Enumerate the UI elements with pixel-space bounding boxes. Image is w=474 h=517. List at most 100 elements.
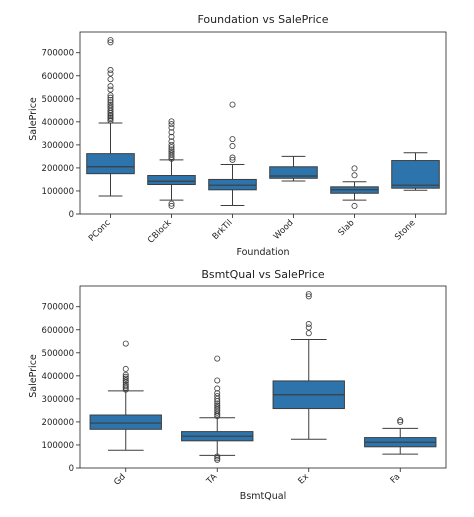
outlier-point [168, 148, 175, 155]
iqr-box [391, 160, 440, 189]
iqr-box [89, 414, 162, 430]
plot-frame [79, 285, 447, 469]
outlier-point [168, 118, 175, 125]
outlier-point [214, 404, 221, 411]
outlier-point [122, 340, 129, 347]
iqr-box [269, 166, 318, 179]
x-tick-label: CBlock [146, 218, 174, 246]
outlier-point [214, 456, 221, 463]
y-tick-label: 100000 [42, 441, 74, 451]
outlier-point [305, 291, 312, 298]
outlier-point [107, 94, 114, 101]
x-tick-label: Slab [337, 218, 357, 238]
outlier-point [122, 371, 129, 378]
y-tick-label: 700000 [42, 303, 74, 313]
y-tick-label: 100000 [42, 187, 74, 197]
outlier-point [305, 321, 312, 328]
box-wood [269, 155, 318, 182]
outlier-point [107, 117, 114, 124]
y-tick-label: 500000 [42, 349, 74, 359]
x-tick-label: TA [204, 472, 219, 487]
outlier-point [168, 121, 175, 128]
outlier-point [107, 70, 114, 77]
y-axis-label: SalePrice [28, 354, 39, 398]
x-tick-label: Wood [272, 218, 296, 242]
outlier-point [229, 136, 236, 143]
y-tick-label: 600000 [42, 326, 74, 336]
outlier-point [168, 129, 175, 136]
iqr-box [86, 153, 135, 175]
outlier-point [214, 395, 221, 402]
outlier-point [107, 96, 114, 103]
outlier-point [107, 114, 114, 121]
outlier-point [168, 138, 175, 145]
outlier-point [122, 383, 129, 390]
box-slab [330, 165, 379, 209]
y-tick-label: 400000 [42, 372, 74, 382]
box-series [89, 291, 437, 463]
x-tick-label: Fa [389, 472, 403, 486]
y-axis-label: SalePrice [28, 97, 39, 141]
outlier-point [214, 453, 221, 460]
box-cblock [147, 118, 196, 209]
outlier-point [214, 355, 221, 362]
outlier-point [168, 150, 175, 157]
y-tick-label: 600000 [42, 72, 74, 82]
outlier-point [229, 143, 236, 150]
y-tick-label: 300000 [42, 141, 74, 151]
outlier-point [168, 146, 175, 153]
axis-ticks: 0 100000 200000 300000 400000 500000 600000 700… [42, 49, 418, 246]
outlier-point [122, 381, 129, 388]
x-tick-label: Gd [112, 472, 128, 488]
x-axis-label: Foundation [236, 247, 289, 258]
chart-title: BsmtQual vs SalePrice [201, 268, 325, 281]
outlier-point [122, 377, 129, 384]
outlier-point [122, 375, 129, 382]
outlier-point [351, 202, 358, 209]
outlier-point [107, 76, 114, 83]
box-brktil [208, 101, 257, 206]
box-pconc [86, 37, 135, 197]
outlier-point [214, 390, 221, 397]
y-tick-label: 0 [69, 464, 74, 474]
outlier-point [168, 124, 175, 131]
outlier-point [397, 417, 404, 424]
y-tick-label: 400000 [42, 118, 74, 128]
plot-frame [79, 31, 447, 215]
outlier-point [214, 385, 221, 392]
outlier-point [214, 400, 221, 407]
outlier-point [305, 324, 312, 331]
outlier-point [214, 377, 221, 384]
outlier-point [168, 144, 175, 151]
x-axis-label: BsmtQual [240, 491, 286, 502]
y-tick-label: 700000 [42, 49, 74, 59]
outlier-point [107, 99, 114, 106]
box-ta [181, 355, 254, 463]
bsmtqual-chart: BsmtQual vs SalePrice SalePrice BsmtQual… [28, 268, 447, 502]
y-tick-label: 200000 [42, 418, 74, 428]
box-fa [364, 417, 437, 455]
outlier-point [122, 373, 129, 380]
y-tick-label: 0 [69, 210, 74, 220]
outlier-point [168, 200, 175, 207]
outlier-point [229, 101, 236, 108]
chart-title: Foundation vs SalePrice [197, 13, 328, 26]
axis-ticks: 0 100000 200000 300000 400000 500000 600000 700… [42, 303, 403, 488]
outlier-point [168, 133, 175, 140]
outlier-point [397, 418, 404, 425]
y-tick-label: 300000 [42, 395, 74, 405]
x-tick-label: Ex [296, 472, 310, 486]
outlier-point [351, 165, 358, 172]
outlier-point [214, 455, 221, 462]
outlier-point [305, 330, 312, 337]
outlier-point [351, 172, 358, 179]
box-gd [89, 340, 162, 451]
box-series [86, 37, 440, 209]
outlier-point [168, 202, 175, 209]
outlier-point [107, 101, 114, 108]
outlier-point [229, 154, 236, 161]
x-tick-label: PConc [87, 218, 113, 244]
outlier-point [107, 103, 114, 110]
iqr-box [147, 175, 196, 186]
